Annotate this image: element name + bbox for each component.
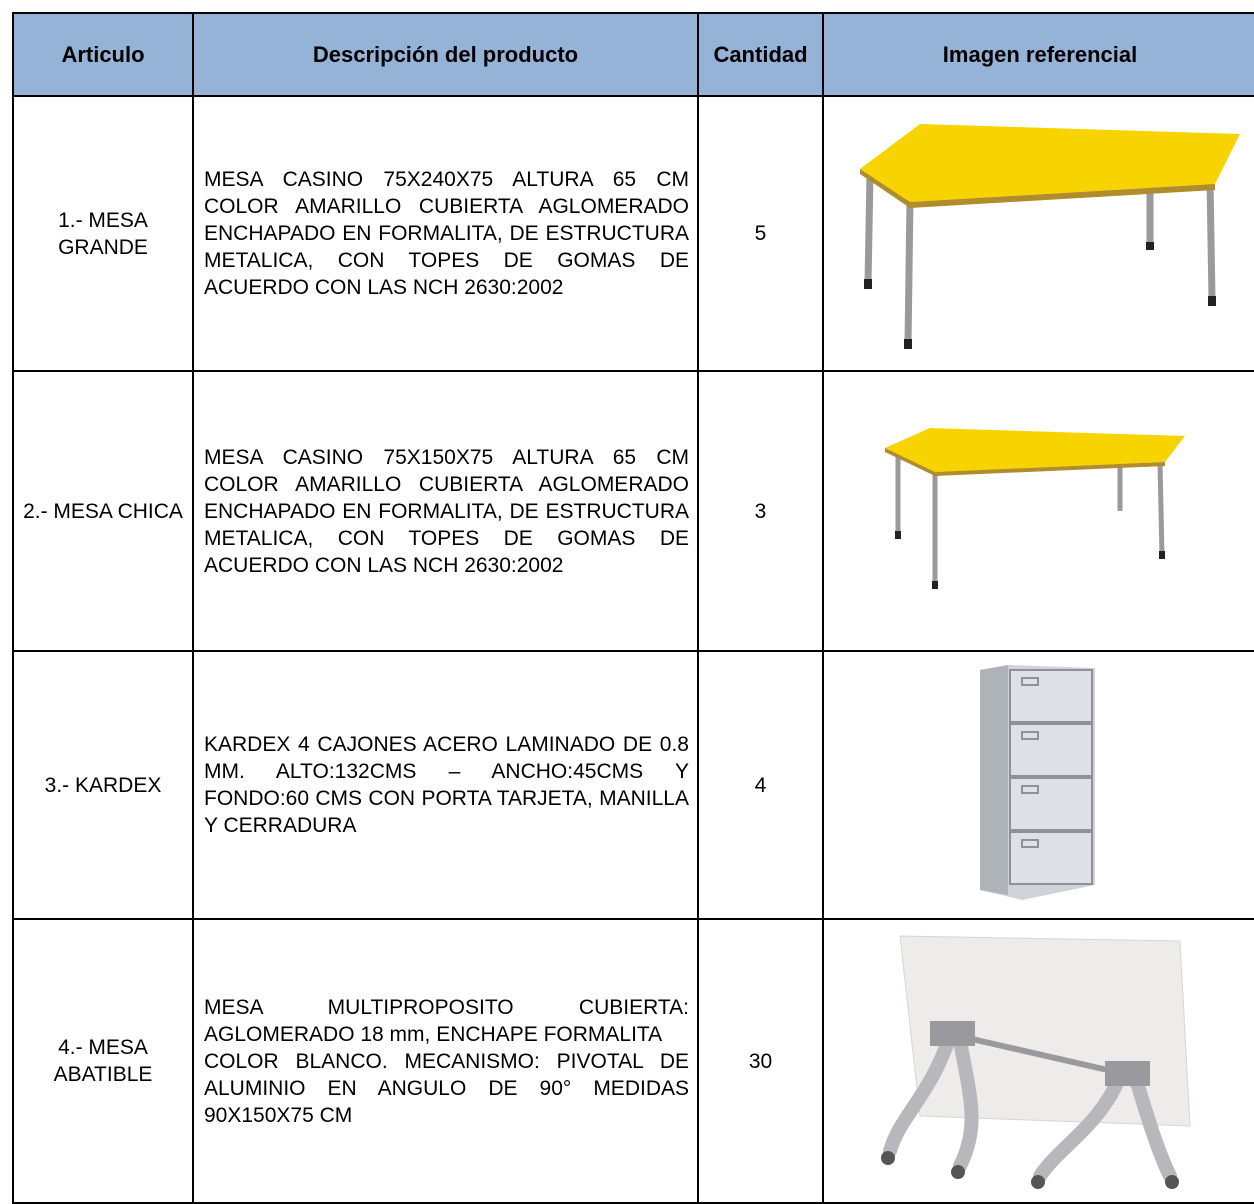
header-cell: Imagen referencial <box>822 12 1254 97</box>
header-cell: Cantidad <box>697 12 824 97</box>
row: 1.- MESA GRANDE MESA CASINO 75X240X75 AL… <box>12 95 1254 372</box>
description: MESA MULTIPROPOSITO CUBIERTA: AGLOMERADO… <box>192 918 699 1204</box>
article: 2.- MESA CHICA <box>12 370 194 652</box>
image-cell <box>822 95 1254 372</box>
description: KARDEX 4 CAJONES ACERO LAMINADO DE 0.8 M… <box>192 650 699 920</box>
row: 4.- MESA ABATIBLE MESA MULTIPROPOSITO CU… <box>12 918 1254 1204</box>
image-cell <box>822 918 1254 1204</box>
row: 3.- KARDEX KARDEX 4 CAJONES ACERO LAMINA… <box>12 650 1254 920</box>
folding-table-image <box>881 935 1191 1189</box>
cabinet-image <box>980 665 1095 900</box>
description: MESA CASINO 75X240X75 ALTURA 65 CM COLOR… <box>192 95 699 372</box>
quantity: 5 <box>697 95 824 372</box>
article: 1.- MESA GRANDE <box>12 95 194 372</box>
product-table: Articulo Descripción del producto Cantid… <box>12 12 1254 1204</box>
image-cell <box>822 650 1254 920</box>
quantity: 30 <box>697 918 824 1204</box>
row: 2.- MESA CHICA MESA CASINO 75X150X75 ALT… <box>12 370 1254 652</box>
header-cell: Articulo <box>12 12 194 97</box>
article: 4.- MESA ABATIBLE <box>12 918 194 1204</box>
article: 3.- KARDEX <box>12 650 194 920</box>
header-cell: Descripción del producto <box>192 12 699 97</box>
table-image <box>885 428 1185 589</box>
image-cell <box>822 370 1254 652</box>
header-row: Articulo Descripción del producto Cantid… <box>12 12 1254 97</box>
table-image <box>860 123 1240 349</box>
quantity: 3 <box>697 370 824 652</box>
quantity: 4 <box>697 650 824 920</box>
description: MESA CASINO 75X150X75 ALTURA 65 CM COLOR… <box>192 370 699 652</box>
